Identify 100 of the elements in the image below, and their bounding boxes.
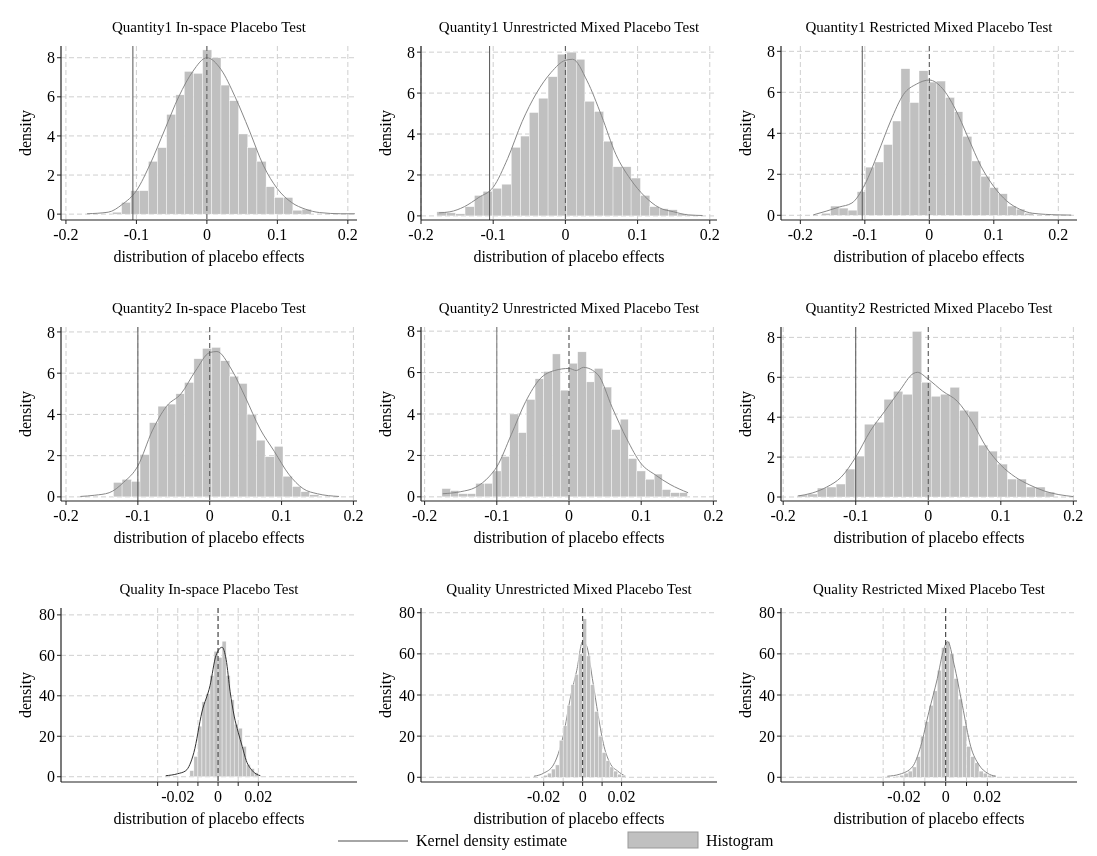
chart-title: Quality Unrestricted Mixed Placebo Test [446, 581, 693, 597]
x-tick-label: 0 [214, 788, 223, 805]
y-axis-title: density [17, 671, 35, 719]
x-tick-label: -0.1 [852, 226, 878, 243]
y-tick-label: 20 [759, 727, 775, 745]
chart-title: Quantity2 Unrestricted Mixed Placebo Test [438, 300, 700, 316]
x-tick-label: -0.2 [53, 507, 79, 524]
chart-title: Quality Restricted Mixed Placebo Test [813, 581, 1046, 597]
x-tick-label: 0 [578, 788, 587, 805]
x-tick-label: -0.1 [843, 507, 869, 524]
y-tick-label: 8 [47, 49, 55, 67]
x-tick-label: 0.1 [627, 226, 648, 243]
x-tick-label: 0.1 [983, 226, 1004, 243]
y-tick-label: 2 [47, 166, 55, 184]
x-axis-title: distribution of placebo effects [833, 248, 1025, 266]
x-axis-title: distribution of placebo effects [473, 810, 665, 828]
y-axis-title: density [17, 390, 35, 438]
x-tick-label: 0 [561, 226, 570, 243]
y-tick-label: 8 [407, 43, 415, 61]
x-tick-label: 0.2 [699, 226, 720, 243]
y-tick-label: 2 [47, 447, 55, 465]
y-tick-label: 2 [407, 447, 415, 465]
y-tick-label: 8 [767, 42, 775, 60]
y-tick-label: 8 [47, 323, 55, 341]
x-tick-label: 0.1 [990, 507, 1011, 524]
y-tick-label: 2 [767, 165, 775, 183]
x-axis-title: distribution of placebo effects [833, 529, 1025, 547]
x-axis-title: distribution of placebo effects [113, 810, 305, 828]
x-tick-label: -0.2 [770, 507, 796, 524]
y-axis-title: density [17, 109, 35, 157]
y-tick-label: 0 [47, 768, 55, 786]
chart-title: Quantity2 Restricted Mixed Placebo Test [805, 300, 1054, 316]
y-axis-title: density [377, 109, 395, 157]
x-tick-label: -0.02 [161, 788, 195, 805]
y-tick-label: 80 [759, 604, 775, 622]
x-tick-label: 0.02 [607, 788, 636, 805]
x-tick-label: 0 [202, 226, 211, 243]
y-axis-title: density [377, 671, 395, 719]
y-tick-label: 4 [47, 406, 55, 424]
y-tick-label: 0 [767, 206, 775, 224]
x-axis-title: distribution of placebo effects [113, 529, 305, 547]
y-tick-label: 0 [47, 488, 55, 506]
x-tick-label: 0.2 [1063, 507, 1084, 524]
x-tick-label: 0.2 [337, 226, 358, 243]
y-tick-label: 80 [39, 606, 55, 624]
x-tick-label: 0 [924, 507, 933, 524]
x-axis-title: distribution of placebo effects [113, 248, 305, 266]
y-tick-label: 6 [47, 364, 55, 382]
y-axis-title: density [737, 109, 755, 157]
y-tick-label: 6 [767, 83, 775, 101]
y-tick-label: 40 [759, 686, 775, 704]
x-tick-label: 0.2 [1048, 226, 1069, 243]
y-tick-label: 20 [39, 727, 55, 745]
x-tick-label: -0.2 [53, 226, 79, 243]
x-tick-label: 0.2 [343, 507, 364, 524]
x-tick-label: -0.1 [123, 226, 150, 243]
x-tick-label: -0.02 [527, 788, 561, 805]
legend-label: Kernel density estimate [416, 832, 568, 850]
y-tick-label: 80 [399, 604, 415, 622]
y-tick-label: 0 [407, 768, 415, 786]
y-tick-label: 40 [39, 687, 55, 705]
y-axis-title: density [377, 390, 395, 438]
x-tick-label: 0 [925, 226, 934, 243]
y-tick-label: 0 [767, 488, 775, 506]
x-tick-label: 0.02 [244, 788, 273, 805]
x-tick-label: -0.1 [484, 507, 510, 524]
y-axis-title: density [737, 671, 755, 719]
y-tick-label: 6 [767, 368, 775, 386]
legend-label: Histogram [706, 832, 775, 850]
x-tick-label: -0.2 [408, 226, 434, 243]
y-tick-label: 0 [407, 207, 415, 225]
y-tick-label: 2 [407, 166, 415, 184]
x-tick-label: -0.2 [411, 507, 438, 524]
chart-title: Quantity1 In-space Placebo Test [111, 19, 307, 35]
y-tick-label: 2 [767, 448, 775, 466]
y-tick-label: 4 [407, 405, 415, 423]
x-tick-label: 0.02 [973, 788, 1002, 805]
y-tick-label: 4 [767, 124, 775, 142]
x-tick-label: -0.02 [887, 788, 921, 805]
x-axis-title: distribution of placebo effects [473, 248, 665, 266]
x-tick-label: 0.1 [267, 226, 288, 243]
x-axis-title: distribution of placebo effects [473, 529, 665, 547]
x-tick-label: 0 [565, 507, 573, 524]
y-tick-label: 40 [399, 686, 415, 704]
y-tick-label: 0 [47, 205, 55, 223]
chart-title: Quantity1 Restricted Mixed Placebo Test [805, 19, 1054, 35]
y-tick-label: 60 [399, 645, 415, 663]
x-tick-label: 0 [205, 507, 214, 524]
y-tick-label: 0 [767, 768, 775, 786]
x-tick-label: -0.2 [787, 226, 814, 243]
y-tick-label: 6 [407, 364, 415, 382]
x-tick-label: -0.1 [480, 226, 506, 243]
y-tick-label: 4 [47, 127, 55, 145]
x-tick-label: 0.1 [631, 507, 652, 524]
y-tick-label: 8 [407, 322, 415, 340]
x-tick-label: 0 [941, 788, 950, 805]
chart-title: Quantity1 Unrestricted Mixed Placebo Test [438, 19, 700, 35]
y-tick-label: 60 [759, 645, 775, 663]
x-tick-label: -0.1 [125, 507, 151, 524]
y-tick-label: 4 [767, 408, 775, 426]
